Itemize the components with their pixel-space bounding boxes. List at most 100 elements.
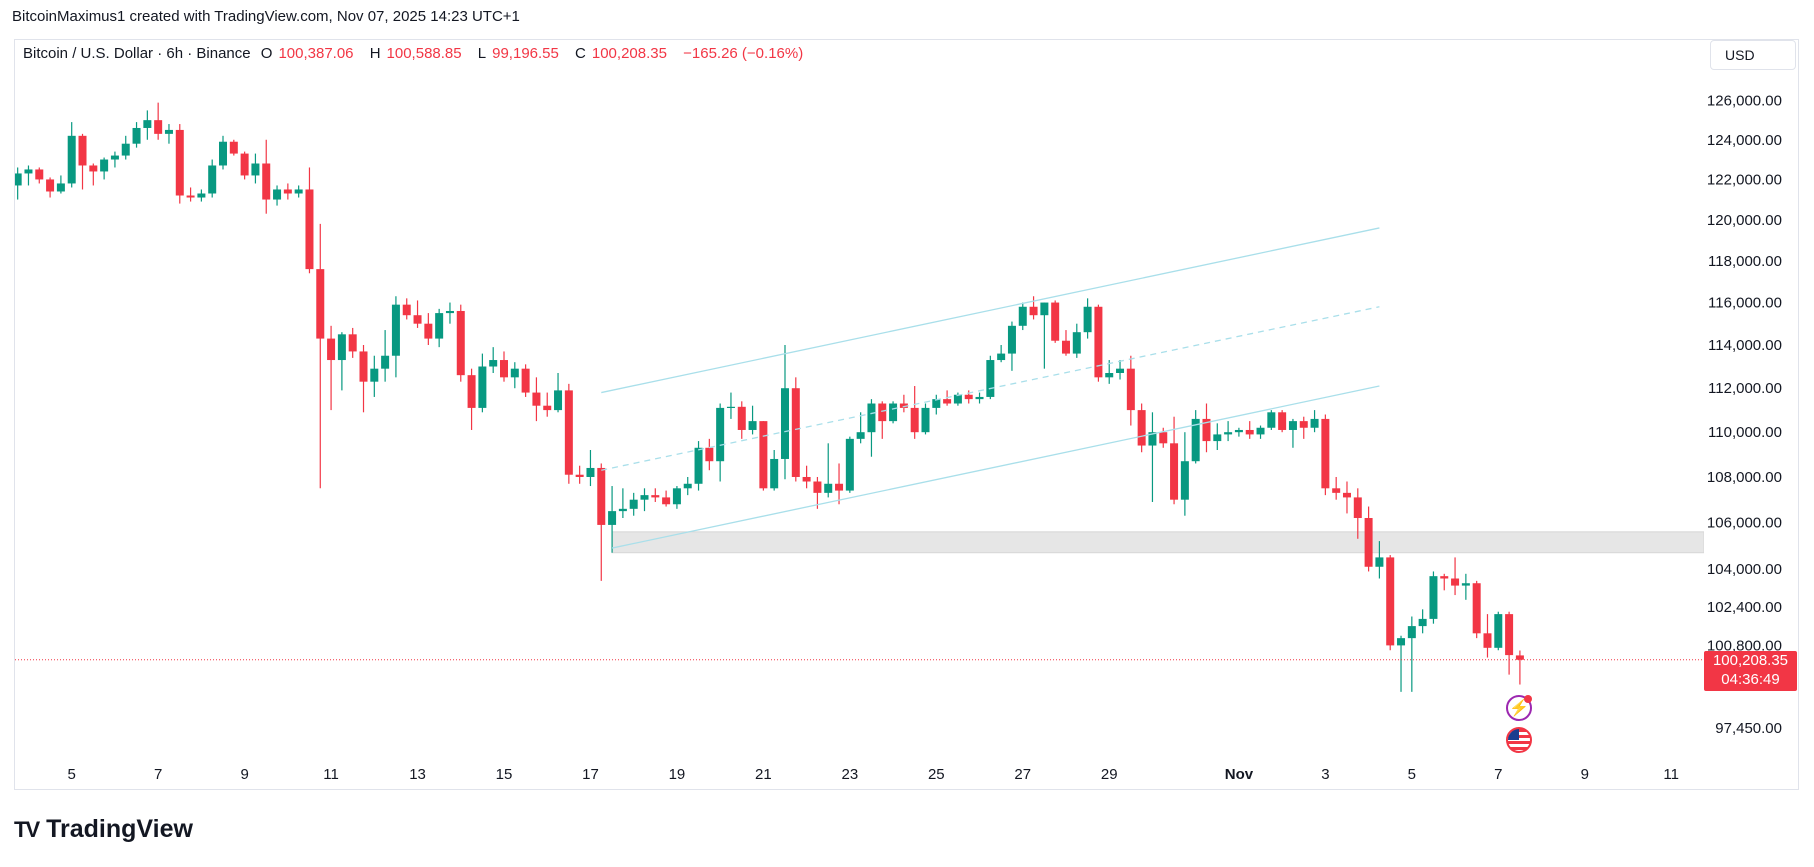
candle <box>921 403 930 435</box>
candle-body <box>1451 578 1460 586</box>
chart-pane[interactable] <box>14 39 1799 790</box>
candle-body <box>1472 583 1481 634</box>
candle <box>89 163 98 186</box>
candle-body <box>726 406 735 409</box>
candle-body <box>943 399 952 404</box>
candle-body <box>1483 633 1492 648</box>
candle-body <box>1267 412 1276 428</box>
candle-body <box>327 338 336 361</box>
ohlc-high: H 100,588.85 <box>370 45 468 62</box>
candle-body <box>835 483 844 491</box>
candle <box>510 362 519 389</box>
candle-body <box>997 353 1006 361</box>
candle <box>391 296 400 378</box>
candle <box>726 392 735 419</box>
tradingview-brand[interactable]: TV TradingView <box>14 815 193 844</box>
candle-body <box>953 394 962 404</box>
candle <box>737 401 746 439</box>
candle <box>197 189 206 202</box>
candle <box>1202 403 1211 453</box>
candle-body <box>283 189 292 194</box>
time-tick-label: 9 <box>1581 766 1589 783</box>
candle-body <box>121 143 130 156</box>
candle-body <box>56 183 65 192</box>
economic-event-icon[interactable]: ⚡ <box>1506 695 1532 721</box>
candle <box>478 353 487 413</box>
candle <box>554 372 563 413</box>
price-axis[interactable]: 126,000.00 124,000.00 122,000.00 120,000.00… <box>1707 93 1782 737</box>
candle-body <box>867 403 876 433</box>
price-tick-label: 106,000.00 <box>1707 515 1782 532</box>
candle-body <box>1105 372 1114 378</box>
candle <box>1375 541 1384 579</box>
candle-body <box>348 334 357 352</box>
candle-body <box>467 375 476 408</box>
candle <box>456 304 465 382</box>
tradingview-wordmark: TradingView <box>46 815 193 843</box>
candle <box>856 412 865 444</box>
chart-credit: BitcoinMaximus1 created with TradingView… <box>12 8 520 25</box>
high-value: 100,588.85 <box>386 45 462 62</box>
flag-canton <box>1508 729 1519 740</box>
candle <box>348 327 357 358</box>
candle-body <box>1051 302 1060 341</box>
candle-body <box>899 403 908 408</box>
us-flag-event-icon[interactable] <box>1506 727 1532 753</box>
candle <box>305 167 314 274</box>
candle-body <box>1278 412 1287 430</box>
candle <box>1407 616 1416 692</box>
candle <box>1040 302 1049 369</box>
candle <box>251 153 260 184</box>
candle-body <box>1040 302 1049 316</box>
ohlc-low: L 99,196.55 <box>478 45 565 62</box>
candle-body <box>1299 421 1308 428</box>
candle-body <box>67 135 76 184</box>
time-tick-label: 15 <box>496 766 513 783</box>
candle-body <box>489 360 498 367</box>
time-tick-label: 3 <box>1321 766 1329 783</box>
candle <box>683 476 692 496</box>
candle-body <box>46 179 55 192</box>
candle-body <box>1321 418 1330 489</box>
channel-upper-line <box>601 227 1380 394</box>
candle <box>780 345 789 480</box>
candle <box>813 476 822 509</box>
candle-body <box>1224 432 1233 435</box>
candle <box>835 463 844 505</box>
candles-layer <box>15 102 1524 692</box>
candle <box>618 488 627 519</box>
candle <box>424 313 433 346</box>
candle <box>845 436 854 493</box>
price-tick-label: 102,400.00 <box>1707 599 1782 616</box>
time-tick-label: 23 <box>841 766 858 783</box>
candle-body <box>337 334 346 361</box>
candle-body <box>1418 618 1427 627</box>
symbol-title[interactable]: Bitcoin / U.S. Dollar · 6h · Binance <box>23 45 251 62</box>
last-price-value: 100,208.35 <box>1712 652 1789 669</box>
open-label: O <box>260 45 273 62</box>
last-price-label: 100,208.35 04:36:49 <box>1704 651 1797 691</box>
candle <box>759 421 768 491</box>
candle-body <box>683 483 692 489</box>
candle-body <box>1353 497 1362 519</box>
candle <box>1224 421 1233 442</box>
price-tick-label: 124,000.00 <box>1707 132 1782 149</box>
candle-body <box>780 388 789 459</box>
candle <box>1148 412 1157 502</box>
low-label: L <box>477 45 487 62</box>
time-tick-label: 11 <box>323 766 339 783</box>
candle <box>867 399 876 457</box>
candle <box>629 492 638 516</box>
candle <box>359 345 368 413</box>
candle-body <box>251 163 260 176</box>
candle <box>500 351 508 382</box>
candle <box>1299 416 1308 439</box>
candle <box>889 401 898 424</box>
candle <box>413 300 422 328</box>
candle-body <box>986 360 995 397</box>
ohlc-open: O 100,387.06 <box>261 45 360 62</box>
currency-button[interactable]: USD <box>1710 40 1796 70</box>
candle <box>489 347 498 373</box>
candle <box>1310 410 1319 433</box>
time-axis[interactable]: 5 7 9 11 13 15 17 19 21 23 25 27 29 Nov 3 5 7 9 11 <box>68 766 1679 783</box>
